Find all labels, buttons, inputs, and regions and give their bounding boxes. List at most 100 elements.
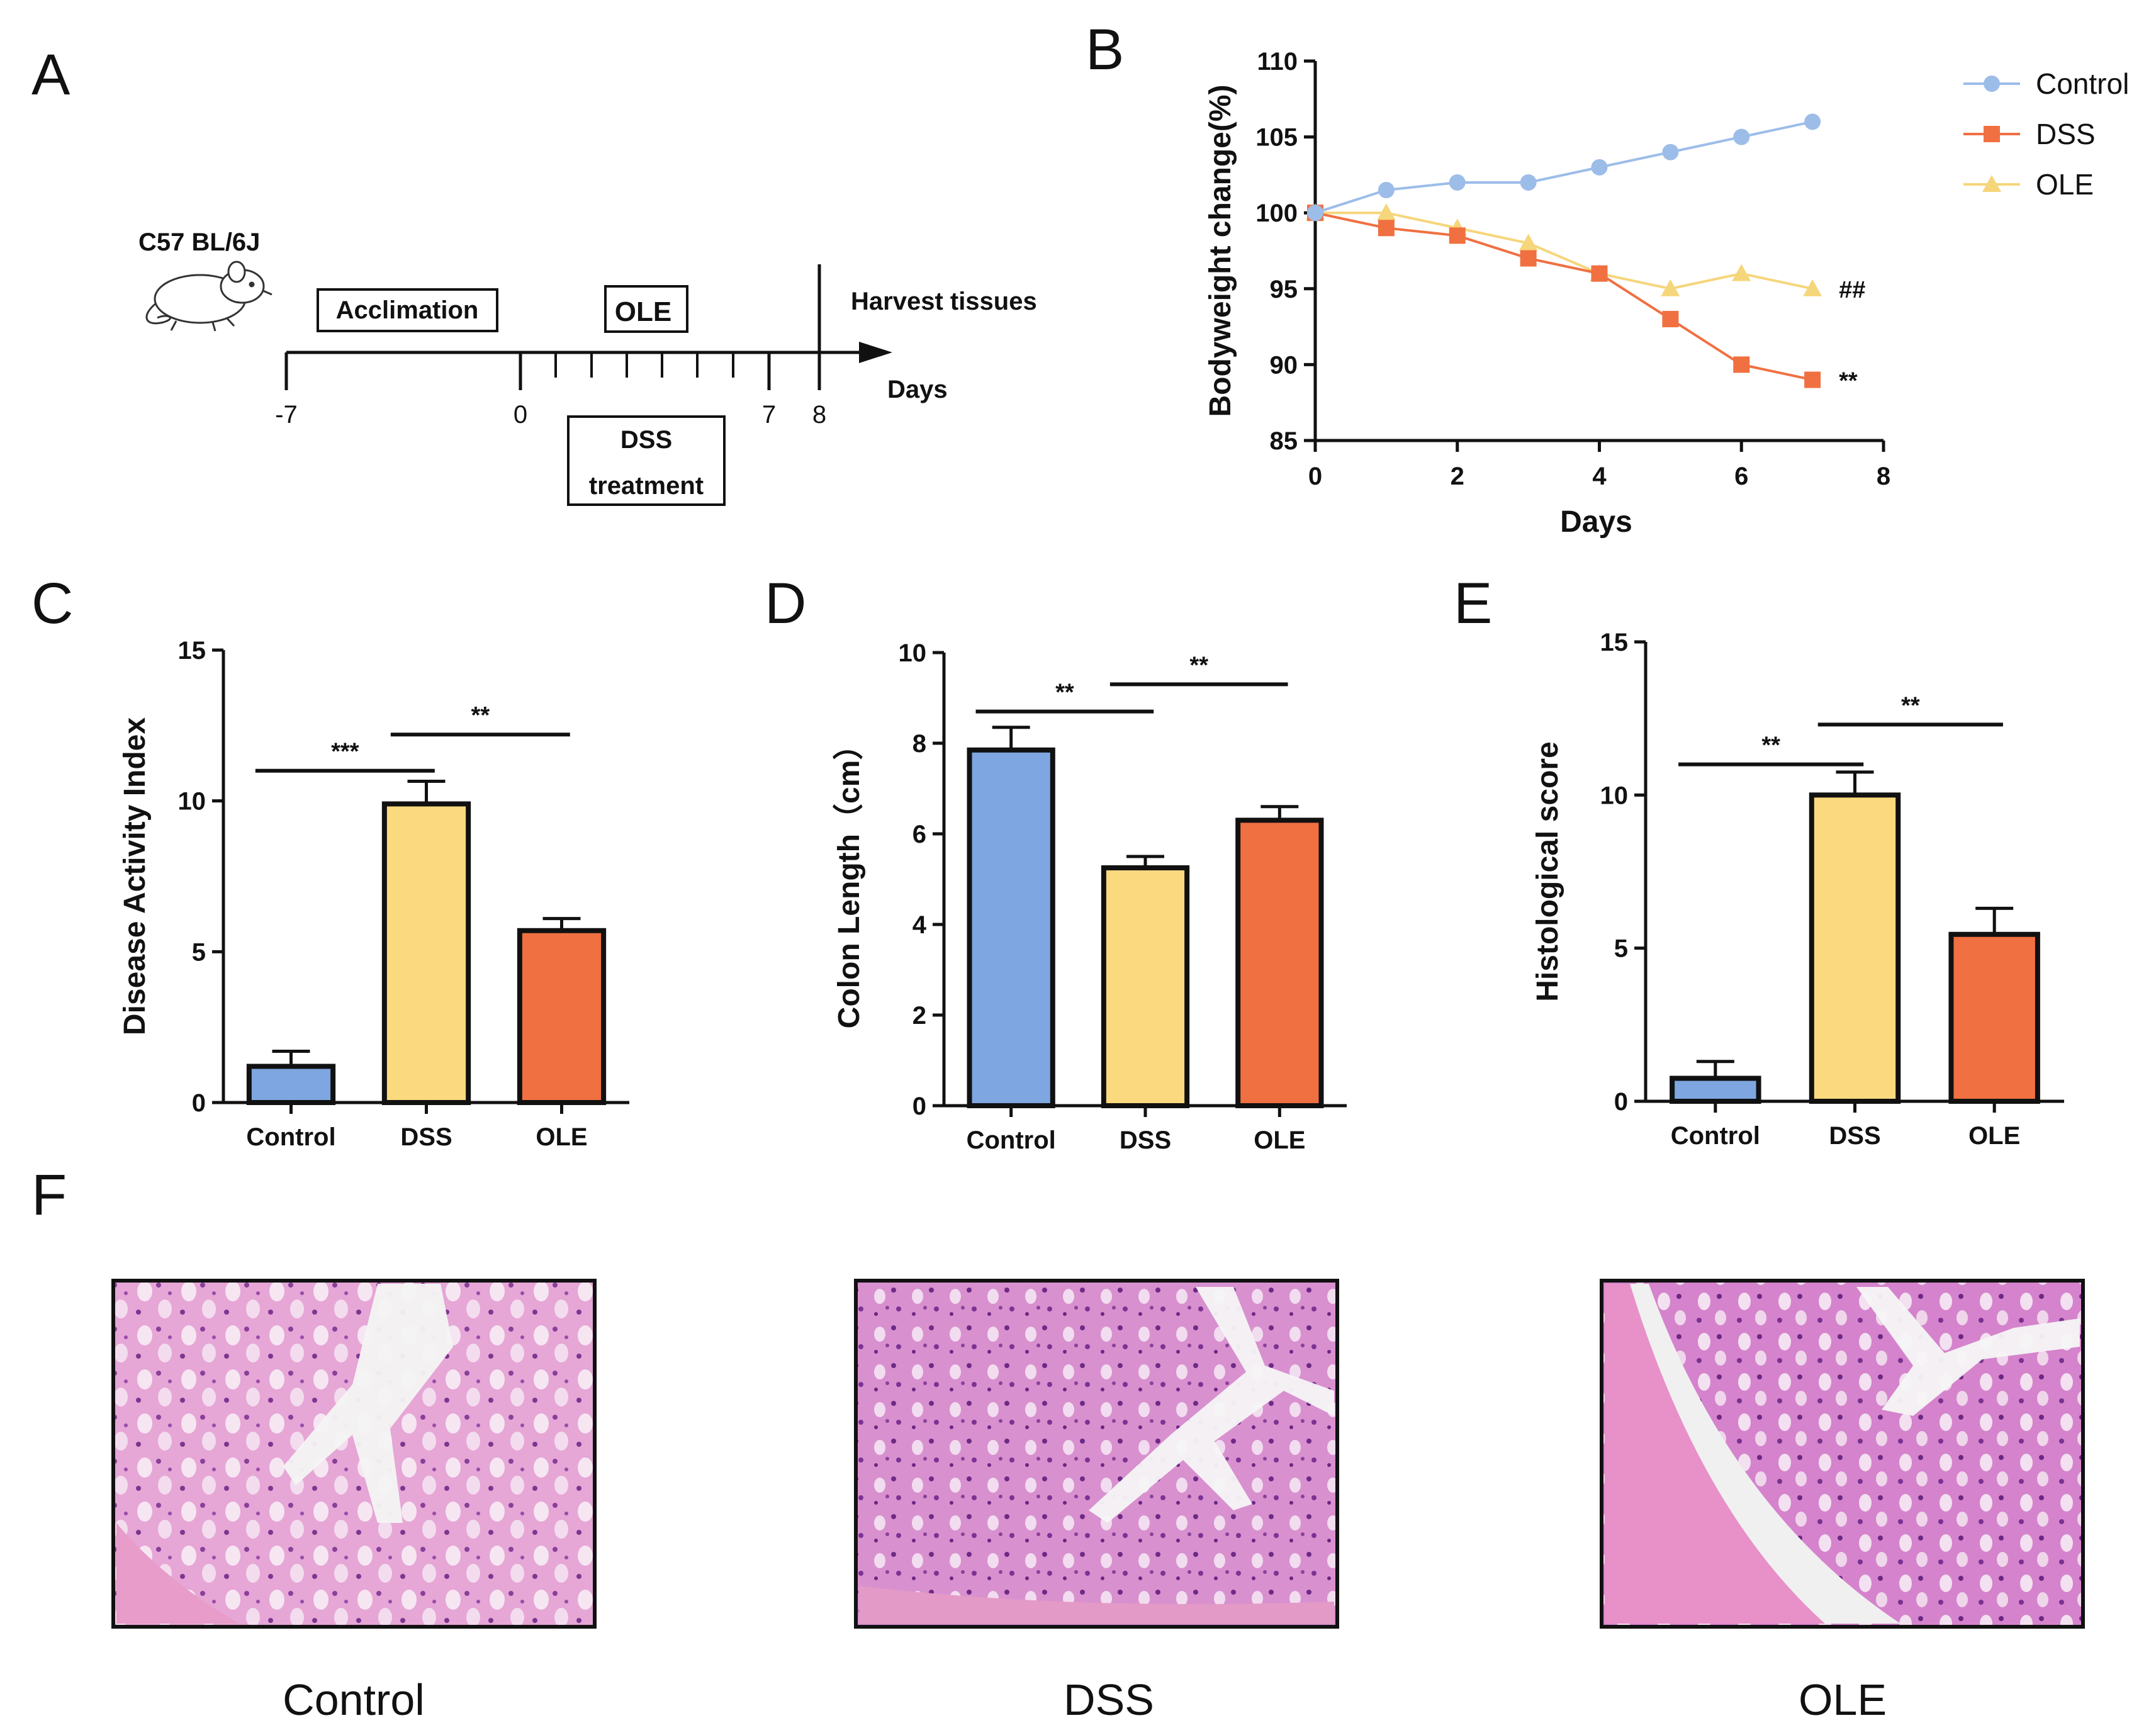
x-tick-label: 0 bbox=[1308, 463, 1322, 490]
y-tick-label: 100 bbox=[1255, 199, 1298, 227]
y-tick-label: 2 bbox=[912, 1002, 926, 1030]
series-line bbox=[1315, 120, 1813, 215]
bar-ole bbox=[1235, 817, 1324, 1109]
data-point bbox=[1449, 227, 1466, 244]
x-tick-label: 6 bbox=[1734, 463, 1748, 490]
y-tick-label: 0 bbox=[1614, 1088, 1628, 1116]
x-tick-label: Control bbox=[1671, 1122, 1760, 1150]
panel-letter-c: C bbox=[31, 571, 73, 636]
y-tick-label: 10 bbox=[178, 788, 206, 816]
bar-dss bbox=[1809, 792, 1901, 1104]
data-point bbox=[1804, 371, 1821, 388]
series-ole bbox=[1306, 203, 1822, 296]
data-point bbox=[1591, 265, 1608, 282]
y-tick-label: 85 bbox=[1270, 427, 1298, 455]
series-line bbox=[1315, 211, 1813, 381]
panel-letter-f: F bbox=[31, 1163, 67, 1227]
y-tick-label: 90 bbox=[1270, 351, 1298, 379]
x-tick-label: Control bbox=[967, 1126, 1056, 1154]
significance-label: ## bbox=[1839, 277, 1865, 303]
legend-marker bbox=[1984, 126, 2000, 142]
y-tick-label: 4 bbox=[912, 911, 927, 939]
y-axis-label: Colon Length（cm） bbox=[833, 730, 866, 1029]
y-tick-label: 110 bbox=[1257, 48, 1298, 76]
data-point bbox=[1307, 205, 1323, 222]
micrograph-label-control: Control bbox=[283, 1675, 425, 1724]
y-tick-label: 15 bbox=[1600, 629, 1629, 656]
bar-ole bbox=[1948, 931, 2040, 1104]
panel-letter-e: E bbox=[1454, 571, 1492, 636]
significance-label: ** bbox=[471, 702, 490, 729]
panel-letter-b: B bbox=[1086, 18, 1124, 82]
acclimation-label: Acclimation bbox=[336, 296, 479, 324]
significance-label: ** bbox=[1055, 680, 1074, 706]
y-axis-label: Histological score bbox=[1531, 741, 1564, 1001]
data-point bbox=[1376, 203, 1396, 221]
y-tick-label: 15 bbox=[178, 637, 206, 665]
y-tick-label: 0 bbox=[192, 1089, 206, 1117]
panel-letter-a: A bbox=[31, 43, 70, 107]
x-tick-label: DSS bbox=[400, 1123, 452, 1151]
legend-marker bbox=[1984, 76, 2000, 92]
harvest-label: Harvest tissues bbox=[851, 288, 1037, 315]
y-axis-label: Bodyweight change(%) bbox=[1204, 84, 1237, 417]
significance-label: *** bbox=[331, 739, 359, 765]
data-point bbox=[1662, 311, 1679, 328]
series-control bbox=[1307, 113, 1821, 222]
micrograph-dss bbox=[854, 1279, 1339, 1629]
legend-label: OLE bbox=[2036, 168, 2094, 201]
x-tick-label: OLE bbox=[1968, 1122, 2020, 1150]
significance-label: ** bbox=[1761, 733, 1780, 759]
y-tick-label: 8 bbox=[912, 730, 926, 758]
data-point bbox=[1520, 174, 1537, 191]
legend-label: Control bbox=[2036, 67, 2129, 100]
dss-treatment-box bbox=[567, 415, 726, 506]
x-tick-label: OLE bbox=[536, 1123, 587, 1151]
panel-letter-d: D bbox=[765, 571, 806, 636]
timeline-label-day8: 8 bbox=[812, 401, 826, 429]
dai-bar-chart: 0 5 10 15 Disease Activity Index Control DSS OL… bbox=[118, 637, 629, 1151]
micrograph-control bbox=[111, 1279, 597, 1629]
y-tick-label: 5 bbox=[192, 938, 206, 966]
x-tick-label: 4 bbox=[1592, 463, 1607, 490]
legend: Control DSS OLE bbox=[1963, 67, 2129, 201]
x-tick-label: 2 bbox=[1451, 463, 1464, 490]
y-tick-label: 10 bbox=[899, 639, 927, 667]
timeline-label-day0: 0 bbox=[514, 401, 527, 429]
x-axis-label: Days bbox=[1560, 505, 1632, 539]
x-tick-label: OLE bbox=[1254, 1126, 1305, 1154]
acclimation-box bbox=[317, 288, 498, 332]
timeline-arrowhead bbox=[859, 342, 892, 363]
ole-box-label: OLE bbox=[615, 296, 671, 327]
significance-label: ** bbox=[1901, 692, 1920, 719]
y-tick-label: 6 bbox=[912, 821, 926, 848]
data-point bbox=[1803, 279, 1822, 296]
data-point bbox=[1732, 264, 1751, 281]
data-point bbox=[1662, 143, 1679, 160]
timeline-label-minus7: -7 bbox=[275, 401, 298, 429]
dss-box-line2: treatment bbox=[589, 472, 704, 500]
y-axis-label: Disease Activity Index bbox=[118, 717, 152, 1035]
micrograph-ole bbox=[1600, 1279, 2085, 1629]
x-tick-label: DSS bbox=[1120, 1126, 1171, 1154]
histology-bar-chart: 0 5 10 15 Histological score Control DSS OLE ** *… bbox=[1531, 629, 2064, 1150]
timeline-label-day7: 7 bbox=[762, 401, 776, 429]
y-tick-label: 0 bbox=[912, 1092, 926, 1120]
bar-ole bbox=[517, 928, 607, 1106]
bar-control bbox=[967, 747, 1055, 1109]
colon-length-bar-chart: 0 2 4 6 8 10 Colon Length（cm） Control DSS OLE ** ** bbox=[833, 639, 1347, 1154]
strain-label: C57 BL/6J bbox=[138, 228, 260, 256]
dss-box-line1: DSS bbox=[620, 426, 672, 454]
series-line bbox=[1315, 211, 1813, 290]
data-point bbox=[1591, 159, 1608, 176]
micrograph-label-dss: DSS bbox=[1064, 1675, 1154, 1724]
x-tick-label: 8 bbox=[1877, 463, 1890, 490]
data-point bbox=[1804, 113, 1821, 130]
timeline-days-label: Days bbox=[887, 376, 948, 403]
y-tick-label: 95 bbox=[1270, 276, 1298, 303]
data-point bbox=[1519, 233, 1538, 251]
data-point bbox=[1520, 250, 1537, 267]
y-tick-label: 10 bbox=[1600, 782, 1629, 809]
mouse-icon bbox=[145, 261, 272, 332]
